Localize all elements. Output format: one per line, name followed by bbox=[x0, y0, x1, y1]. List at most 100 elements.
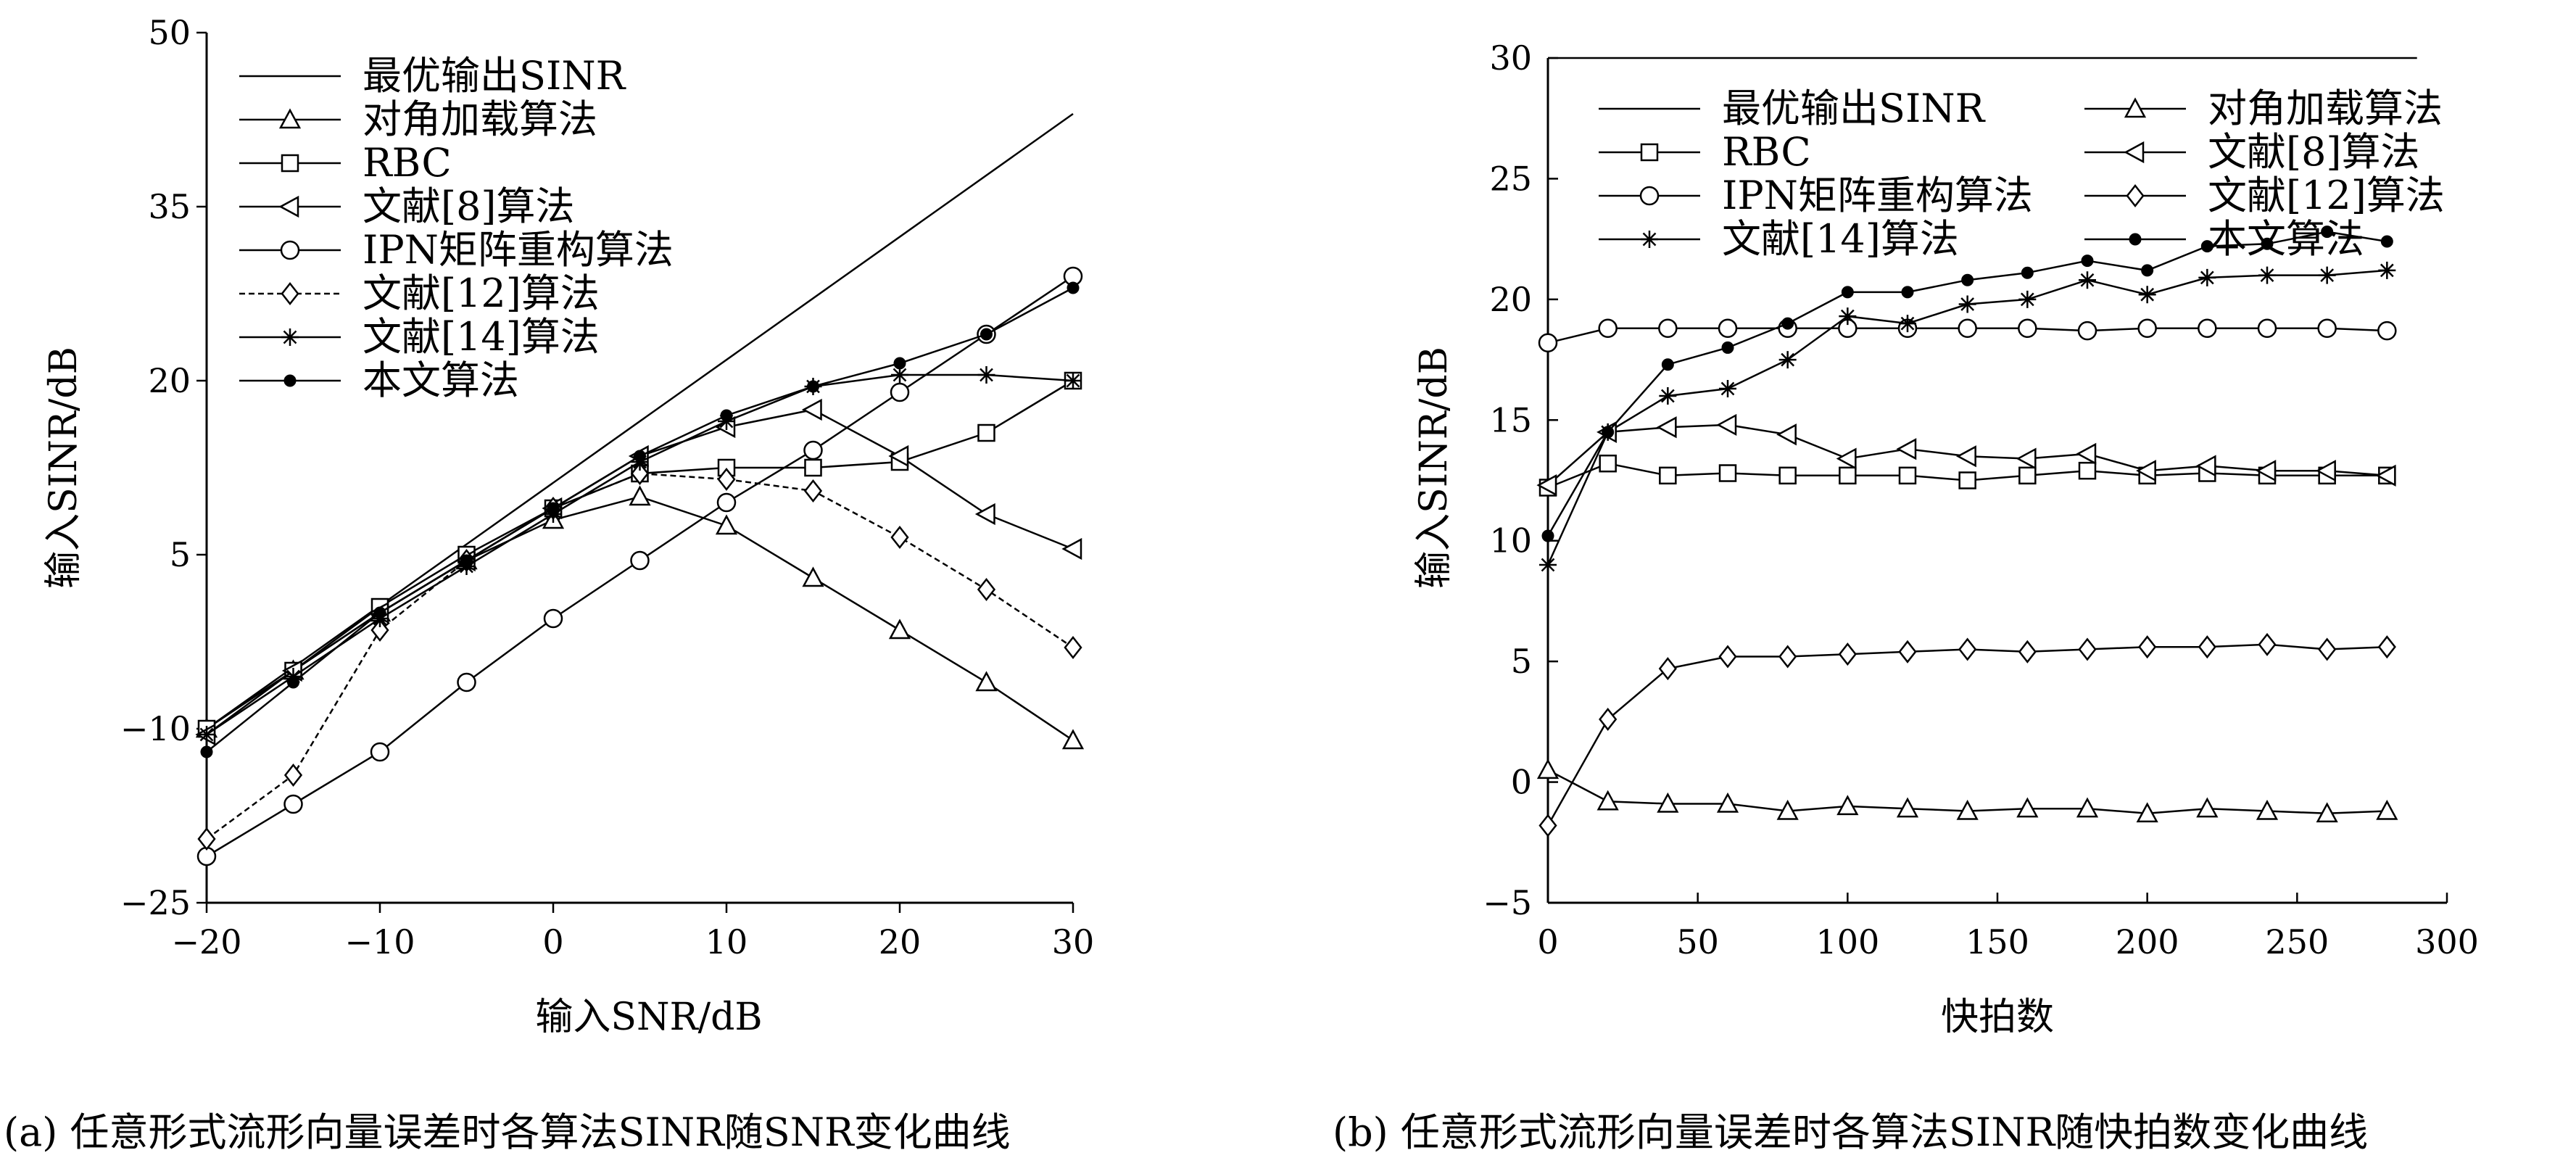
data-point bbox=[2196, 797, 2219, 818]
data-point bbox=[1661, 358, 1674, 371]
data-point bbox=[888, 444, 909, 468]
y-axis-label: 输入SINR/dB bbox=[1412, 347, 1456, 589]
data-point bbox=[630, 550, 650, 571]
data-point bbox=[803, 479, 823, 503]
legend-marker bbox=[278, 108, 302, 129]
data-point bbox=[2078, 637, 2097, 661]
legend-item: IPN矩阵重构算法 bbox=[239, 227, 674, 273]
legend-marker bbox=[280, 240, 300, 260]
series-4 bbox=[1536, 758, 2398, 823]
data-point bbox=[1836, 795, 1859, 816]
legend-marker bbox=[278, 195, 299, 218]
data-point bbox=[1659, 466, 1677, 485]
data-point bbox=[2137, 318, 2157, 339]
legend-label: 文献[14]算法 bbox=[363, 314, 600, 360]
data-point bbox=[2378, 261, 2396, 279]
y-tick-label: 5 bbox=[170, 535, 191, 574]
x-tick-label: 0 bbox=[1537, 922, 1558, 961]
legend-item: IPN矩阵重构算法 bbox=[1599, 173, 2033, 218]
y-tick-label: 20 bbox=[148, 361, 191, 400]
legend-label: RBC bbox=[1722, 129, 1811, 175]
series-0 bbox=[206, 112, 1074, 730]
y-tick-label: −25 bbox=[120, 883, 191, 922]
x-tick-label: 10 bbox=[705, 922, 748, 961]
legend-item: 文献[8]算法 bbox=[2084, 129, 2420, 175]
data-point bbox=[2316, 460, 2336, 482]
data-point bbox=[1958, 471, 1976, 489]
legend-item: 本文算法 bbox=[2084, 216, 2364, 262]
data-point bbox=[1716, 792, 1739, 813]
data-point bbox=[283, 763, 303, 787]
x-axis-label: 快拍数 bbox=[1941, 996, 2054, 1039]
data-point bbox=[2256, 460, 2277, 482]
data-point bbox=[2375, 464, 2396, 487]
data-point bbox=[1719, 380, 1736, 398]
series-line bbox=[206, 286, 1074, 753]
data-point bbox=[1721, 341, 1734, 354]
y-tick-label: −5 bbox=[1483, 883, 1532, 922]
data-point bbox=[2079, 271, 2096, 289]
data-point bbox=[802, 566, 824, 587]
legend-label: IPN矩阵重构算法 bbox=[363, 227, 674, 273]
y-tick-label: 25 bbox=[1489, 159, 1532, 198]
data-point bbox=[2018, 318, 2037, 339]
y-tick-label: −10 bbox=[120, 709, 191, 748]
data-point bbox=[197, 827, 216, 851]
data-point bbox=[1958, 637, 1977, 661]
data-point bbox=[2377, 320, 2397, 341]
data-point bbox=[2380, 235, 2393, 248]
data-point bbox=[720, 409, 733, 422]
data-point bbox=[716, 492, 737, 513]
data-point bbox=[975, 671, 998, 692]
legend-marker bbox=[283, 374, 297, 387]
data-point bbox=[2198, 635, 2216, 659]
series-5 bbox=[197, 461, 1082, 851]
data-point bbox=[2136, 802, 2158, 823]
data-point bbox=[2138, 635, 2157, 659]
series-7 bbox=[200, 281, 1080, 758]
data-point bbox=[2377, 635, 2396, 659]
x-axis-label: 输入SNR/dB bbox=[535, 996, 762, 1039]
legend-marker bbox=[1641, 231, 1658, 248]
data-point bbox=[373, 606, 386, 619]
legend-label: 对角加载算法 bbox=[363, 96, 597, 142]
legend-label: 文献[8]算法 bbox=[363, 183, 575, 229]
data-point bbox=[1958, 318, 1977, 339]
data-point bbox=[1778, 645, 1797, 669]
data-point bbox=[1781, 317, 1794, 330]
data-point bbox=[2076, 442, 2097, 465]
data-point bbox=[1776, 799, 1799, 820]
x-tick-label: 30 bbox=[1052, 922, 1095, 961]
legend-label: 本文算法 bbox=[363, 357, 519, 403]
data-point bbox=[807, 380, 819, 393]
data-point bbox=[801, 398, 822, 421]
data-point bbox=[2081, 255, 2094, 268]
data-point bbox=[1716, 413, 1737, 437]
data-point bbox=[2258, 266, 2276, 284]
data-point bbox=[1778, 351, 1797, 369]
x-tick-label: 300 bbox=[2415, 922, 2479, 961]
data-point bbox=[888, 619, 911, 640]
data-point bbox=[977, 423, 995, 442]
y-axis-label: 输入SINR/dB bbox=[42, 347, 86, 589]
legend-item: RBC bbox=[239, 140, 452, 186]
y-tick-label: 50 bbox=[148, 13, 191, 52]
legend-label: 最优输出SINR bbox=[363, 53, 626, 99]
data-point bbox=[2016, 447, 2037, 470]
chart-a: −20 −10 0 10 20 30 −25 −10 5 20 35 50 输入SNR/dB 输入SINR… bbox=[4, 13, 1094, 1155]
data-point bbox=[547, 502, 560, 515]
legend-marker bbox=[1640, 143, 1659, 162]
legend-marker bbox=[2124, 97, 2147, 118]
data-point bbox=[1596, 790, 1619, 811]
data-point bbox=[2141, 264, 2154, 277]
data-point bbox=[977, 366, 995, 384]
data-point bbox=[1061, 537, 1082, 561]
x-tick-label: 100 bbox=[1815, 922, 1879, 961]
legend-item: 对角加载算法 bbox=[239, 96, 597, 142]
data-point bbox=[890, 382, 910, 402]
y-tick-label: 20 bbox=[1489, 280, 1532, 319]
series-7 bbox=[1541, 226, 2393, 542]
data-point bbox=[1067, 281, 1080, 294]
data-point bbox=[200, 745, 213, 758]
legend-label: 文献[8]算法 bbox=[2208, 129, 2420, 175]
